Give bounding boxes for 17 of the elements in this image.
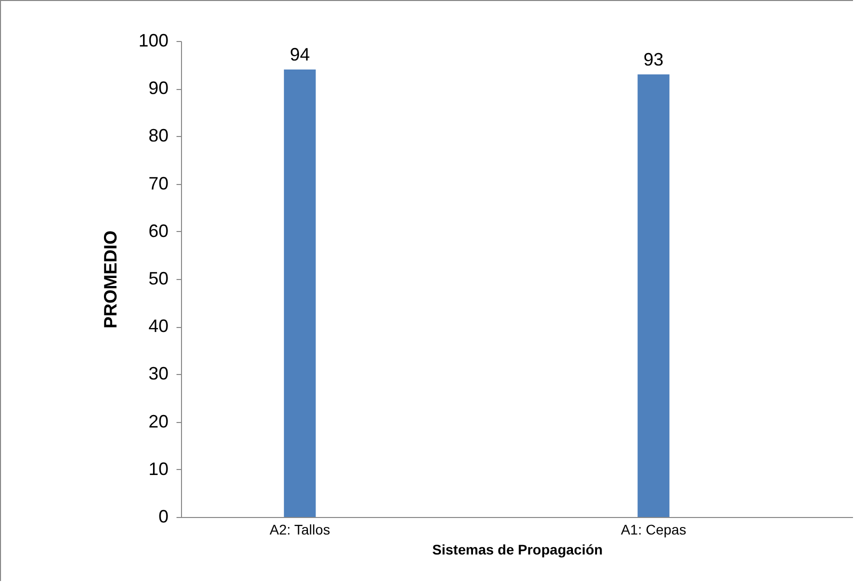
y-tick-label: 20 (148, 411, 168, 432)
y-tick-label: 40 (148, 316, 168, 336)
y-tick-label: 50 (148, 268, 168, 288)
x-tick-label: A1: Cepas (620, 522, 686, 538)
y-tick-label: 80 (148, 126, 168, 146)
y-tick-label: 60 (148, 220, 168, 241)
y-axis-title: PROMEDIO (100, 230, 120, 329)
y-tick-label: 90 (148, 78, 168, 98)
data-label: 93 (644, 49, 664, 70)
x-tick-label: A2: Tallos (270, 522, 330, 538)
y-tick-label: 70 (148, 173, 168, 194)
y-tick-label: 100 (138, 30, 168, 50)
x-axis-title: Sistemas de Propagación (432, 542, 603, 558)
y-tick-label: 10 (148, 458, 168, 479)
y-tick-label: 30 (148, 364, 168, 384)
y-tick-label: 0 (158, 506, 168, 526)
data-label: 94 (290, 44, 310, 65)
